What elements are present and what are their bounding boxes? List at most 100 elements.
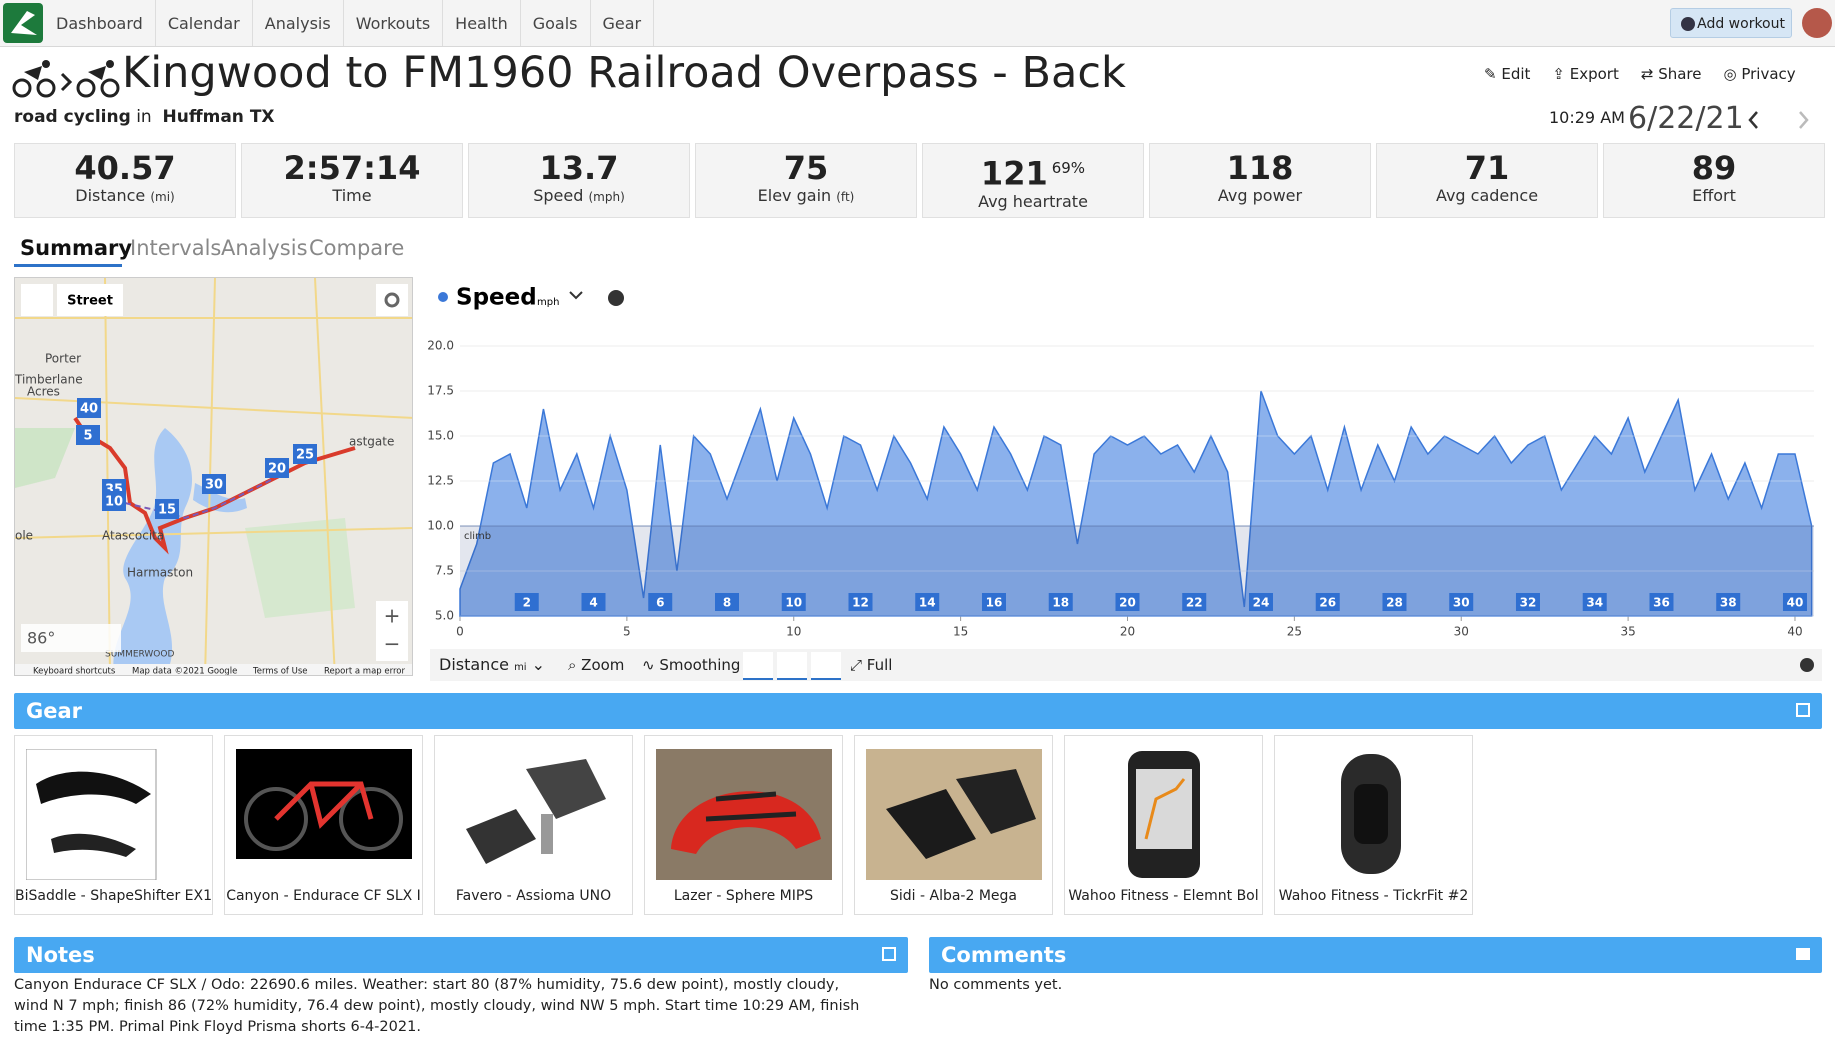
map-fullscreen[interactable] — [21, 284, 53, 316]
comments-text: No comments yet. — [929, 977, 1063, 993]
wheel — [244, 787, 308, 851]
route — [73, 416, 356, 555]
lap-marker[interactable] — [1449, 593, 1474, 611]
lap-marker[interactable] — [915, 593, 940, 611]
map-footer-text: Terms of Use — [252, 667, 308, 677]
map-marker[interactable] — [202, 474, 226, 494]
stat-value: 2:57:14 — [242, 150, 462, 186]
action-label: Privacy — [1741, 65, 1796, 83]
date: 6/22/21 — [1628, 101, 1744, 136]
gear-card[interactable]: Lazer - Sphere MIPS — [644, 735, 843, 915]
lap-marker-label: 26 — [1319, 596, 1336, 610]
date-nav[interactable] — [1745, 108, 1815, 132]
lap-marker[interactable] — [1649, 593, 1674, 611]
map-place: astgate — [349, 435, 394, 449]
gear-card[interactable]: BiSaddle - ShapeShifter EX1 — [14, 735, 213, 915]
nav-item[interactable]: Analysis — [253, 0, 344, 46]
lap-marker[interactable] — [1782, 593, 1807, 611]
sensor — [1354, 784, 1388, 844]
lap-marker[interactable] — [714, 593, 739, 611]
action-label: Export — [1569, 65, 1619, 83]
lap-marker[interactable] — [1382, 593, 1407, 611]
map-zoom[interactable] — [376, 601, 408, 661]
weather: 86° — [27, 629, 55, 648]
gear-card[interactable]: Canyon - Endurace CF SLX I — [224, 735, 423, 915]
chart-close[interactable] — [1800, 658, 1814, 672]
action[interactable]: ✎ Edit — [1484, 65, 1531, 83]
add-workout-button[interactable]: Add workout — [1670, 8, 1792, 38]
gear-card[interactable]: Wahoo Fitness - TickrFit #2 — [1274, 735, 1473, 915]
smoothing[interactable]: ∿ Smoothing — [642, 656, 741, 674]
map-marker-label: 15 — [158, 503, 176, 518]
nav-item[interactable]: Gear — [591, 0, 655, 46]
zoom[interactable]: ⌕ Zoom — [568, 656, 625, 674]
stat-label-text: Avg cadence — [1435, 186, 1539, 205]
map-marker[interactable] — [293, 444, 317, 464]
lap-marker[interactable] — [581, 593, 606, 611]
map-marker[interactable] — [76, 425, 100, 445]
lap-marker[interactable] — [1182, 593, 1207, 611]
in: in — [136, 107, 152, 127]
tab[interactable]: Intervals — [130, 236, 222, 260]
lap-marker-label: 6 — [656, 596, 664, 610]
action[interactable]: ◎ Privacy — [1723, 65, 1796, 83]
img-border — [26, 749, 157, 880]
smoothing-label: Smoothing — [659, 656, 741, 674]
lap-marker[interactable] — [648, 593, 673, 611]
gear-card[interactable]: Sidi - Alba-2 Mega — [854, 735, 1053, 915]
y-tick-label: 12.5 — [427, 474, 454, 488]
lap-marker[interactable] — [1515, 593, 1540, 611]
map-marker[interactable] — [77, 398, 101, 418]
map-settings[interactable] — [376, 284, 408, 316]
logo[interactable] — [3, 3, 43, 43]
y-tick-label: 20.0 — [427, 339, 454, 353]
stat-number: 118 — [1226, 149, 1294, 187]
x-axis-select[interactable]: Distance mi ⌄ — [439, 655, 546, 674]
full[interactable]: ⤢ Full — [850, 656, 893, 674]
metric-select[interactable] — [569, 291, 583, 300]
map-layer-button[interactable] — [57, 284, 123, 316]
lap-marker[interactable] — [1115, 593, 1140, 611]
lap-marker-label: 36 — [1653, 596, 1670, 610]
map-marker[interactable] — [155, 499, 179, 519]
stat-value: 13.7 — [469, 150, 689, 186]
tab[interactable]: Analysis — [221, 236, 308, 260]
lap-marker[interactable] — [1248, 593, 1273, 611]
lap-marker[interactable] — [1716, 593, 1741, 611]
lap-marker[interactable] — [781, 593, 806, 611]
map-layer: Street — [67, 294, 113, 309]
avatar[interactable] — [1802, 8, 1832, 38]
saddle — [51, 833, 136, 857]
top-nav: Dashboard Calendar Analysis Workouts Health G… — [0, 0, 1835, 47]
nav-item[interactable]: Goals — [521, 0, 591, 46]
map-footer — [15, 664, 412, 675]
nav-item[interactable]: Dashboard — [44, 0, 156, 46]
map-place: SUMMERWOOD — [105, 650, 174, 660]
nav-item[interactable]: Health — [443, 0, 521, 46]
lap-marker[interactable] — [514, 593, 539, 611]
lap-marker[interactable] — [981, 593, 1006, 611]
action[interactable]: ⇪ Export — [1552, 65, 1619, 83]
view-buttons[interactable] — [743, 652, 843, 680]
gear-card[interactable]: Favero - Assioma UNO — [434, 735, 633, 915]
x-tick-label: 0 — [456, 625, 464, 639]
lap-marker[interactable] — [1315, 593, 1340, 611]
nav-item[interactable]: Workouts — [344, 0, 444, 46]
annotation: climb — [464, 531, 491, 542]
add-metric[interactable] — [608, 290, 624, 306]
nav-item[interactable]: Calendar — [156, 0, 253, 46]
lap-marker[interactable] — [848, 593, 873, 611]
lap-marker[interactable] — [1048, 593, 1073, 611]
map-marker[interactable] — [265, 458, 289, 478]
tab[interactable]: Compare — [309, 236, 405, 260]
tab[interactable]: Summary — [20, 236, 133, 260]
map-marker[interactable] — [102, 491, 126, 511]
gear-card[interactable]: Wahoo Fitness - Elemnt Bol — [1064, 735, 1263, 915]
stat-label: Avg heartrate — [923, 192, 1143, 211]
shoe — [886, 789, 976, 859]
map-zoom-in: + — [384, 604, 401, 628]
action[interactable]: ⇄ Share — [1640, 65, 1702, 83]
lap-marker[interactable] — [1582, 593, 1607, 611]
stat-value: 75 — [696, 150, 916, 186]
